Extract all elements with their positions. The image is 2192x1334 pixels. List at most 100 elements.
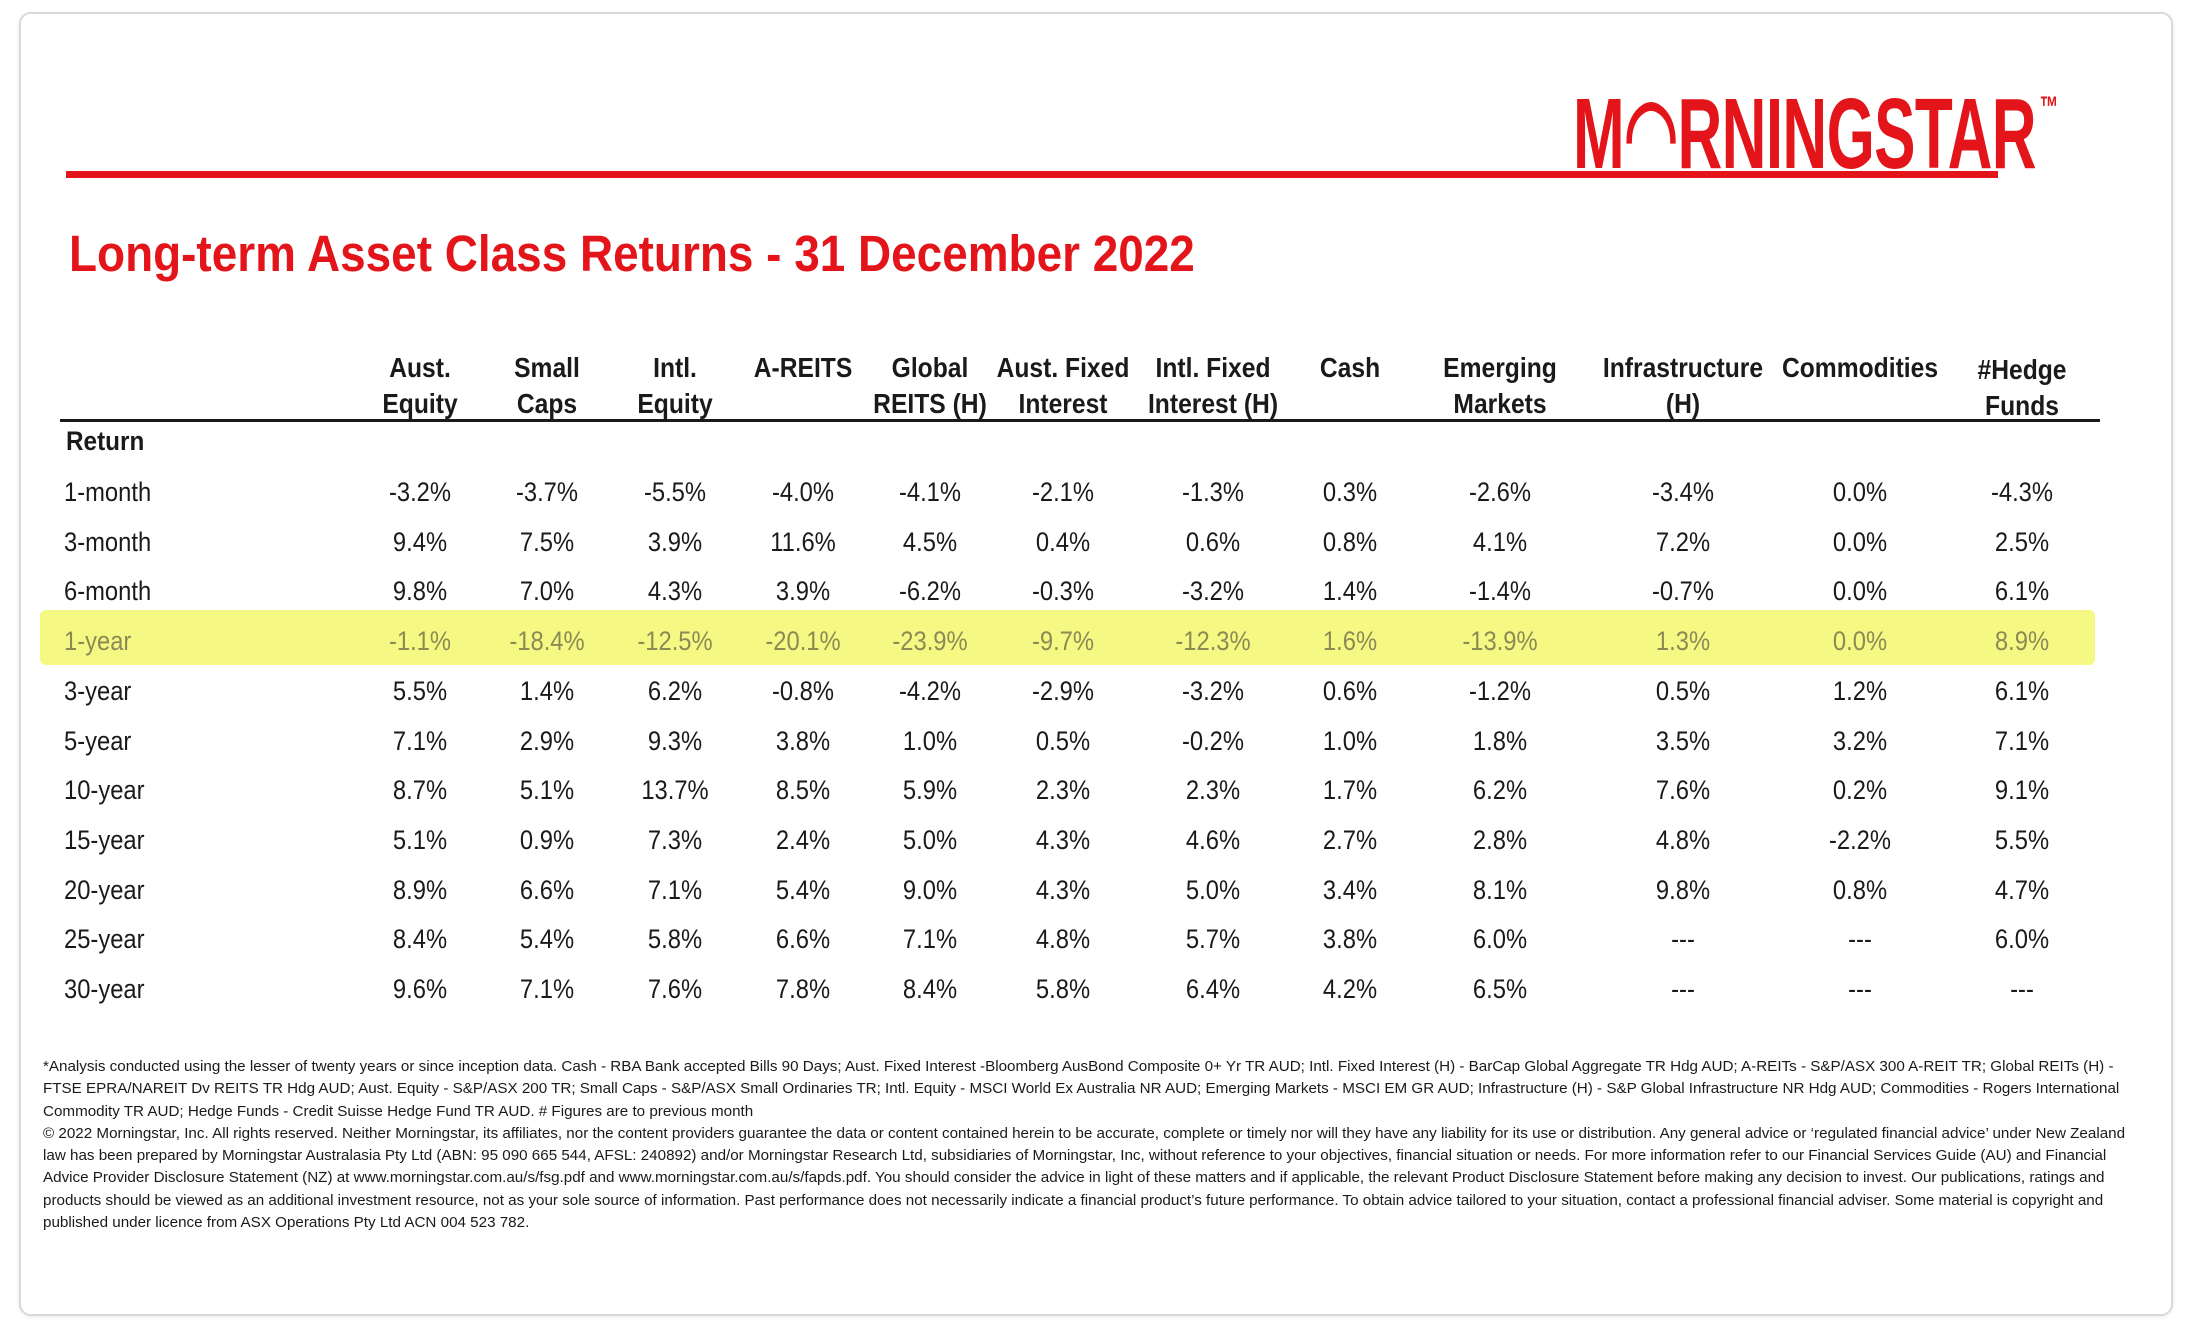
column-header: Intl. Equity — [578, 350, 772, 419]
column-header-line: Cash — [1319, 352, 1381, 383]
table-cell: 8.9% — [1994, 626, 2050, 657]
column-header: A-REITS — [706, 350, 900, 386]
table-cell: 9.8% — [1655, 874, 1711, 905]
table-cell: 1.6% — [1322, 626, 1378, 657]
table-cell: -6.2% — [898, 576, 962, 607]
column-header-line: Caps — [516, 388, 578, 419]
table-cell: -5.5% — [643, 477, 707, 507]
table-cell: -3.2% — [388, 477, 452, 507]
table-cell: -12.5% — [637, 626, 713, 657]
table-cell: 5.1% — [392, 824, 448, 855]
table-cell: -3.7% — [515, 477, 579, 507]
table-cell: 7.0% — [519, 576, 575, 607]
column-header: Small Caps — [450, 350, 644, 419]
table-cell: 0.5% — [1655, 675, 1711, 706]
table-cell: 2.3% — [1185, 775, 1241, 806]
table-cell: 3.4% — [1322, 874, 1378, 905]
table-cell: --- — [1848, 924, 1872, 955]
table-cell: 5.0% — [1185, 874, 1241, 905]
row-highlight — [40, 610, 2095, 665]
row-label: 15-year — [64, 824, 145, 855]
table-cell: 1.2% — [1832, 675, 1888, 706]
table-cell: -0.3% — [1031, 576, 1095, 607]
table-cell: 6.0% — [1994, 924, 2050, 955]
table-cell: 3.5% — [1655, 725, 1711, 756]
table-cell: 6.1% — [1994, 576, 2050, 607]
column-header: Aust. Equity — [323, 350, 517, 419]
table-cell: 7.2% — [1655, 526, 1711, 557]
table-cell: 7.5% — [519, 526, 575, 557]
table-cell: -1.4% — [1468, 576, 1532, 607]
table-cell: 1.4% — [519, 675, 575, 706]
table-cell: 0.8% — [1322, 526, 1378, 557]
column-header-line: Equity — [382, 388, 458, 419]
column-header: Aust. Fixed Interest — [966, 350, 1160, 419]
table-cell: 6.6% — [775, 924, 831, 955]
table-cell: 4.8% — [1035, 924, 1091, 955]
row-label: 5-year — [64, 725, 132, 756]
column-header-line: (H) — [1665, 388, 1701, 419]
table-row: 30-year 9.6% 7.1% 7.6% 7.8% 8.4% 5.8% 6.4% 4.2% 6… — [0, 964, 2192, 1014]
table-row: 20-year 8.9% 6.6% 7.1% 5.4% 9.0% 4.3% 5.0% 3.4% 8… — [0, 865, 2192, 915]
table-cell: 8.4% — [902, 974, 958, 1004]
table-cell: 0.5% — [1035, 725, 1091, 756]
column-header: Emerging Markets — [1403, 350, 1597, 419]
table-cell: -9.7% — [1031, 626, 1095, 657]
table-cell: 2.8% — [1472, 824, 1528, 855]
table-cell: -1.1% — [388, 626, 452, 657]
row-label: 10-year — [64, 775, 145, 806]
table-cell: 0.0% — [1832, 576, 1888, 607]
logo-wordmark: M◠RNINGSTAR — [1573, 78, 2036, 190]
table-cell: 5.8% — [647, 924, 703, 955]
column-header-line: Equity — [637, 388, 713, 419]
table-row: 5-year 7.1% 2.9% 9.3% 3.8% 1.0% 0.5% -0.2% 1.0% 1… — [0, 716, 2192, 766]
table-cell: 3.9% — [775, 576, 831, 607]
table-cell: 1.8% — [1472, 725, 1528, 756]
table-row: 6-month 9.8% 7.0% 4.3% 3.9% -6.2% -0.3% -3.2% 1.… — [0, 566, 2192, 616]
table-cell: 2.7% — [1322, 824, 1378, 855]
table-header-rule — [60, 419, 2100, 422]
table-cell: --- — [1848, 974, 1872, 1004]
table-cell: 8.4% — [392, 924, 448, 955]
table-row: 3-year 5.5% 1.4% 6.2% -0.8% -4.2% -2.9% -3.2% 0.… — [0, 666, 2192, 716]
column-header: Commodities — [1763, 350, 1957, 386]
table-cell: 7.1% — [392, 725, 448, 756]
table-cell: 8.9% — [392, 874, 448, 905]
table-cell: --- — [2010, 974, 2034, 1004]
table-cell: 0.0% — [1832, 626, 1888, 657]
table-row: 1-year -1.1% -18.4% -12.5% -20.1% -23.9% -9.7%… — [0, 616, 2192, 666]
footnote-sources: *Analysis conducted using the lesser of … — [43, 1058, 2120, 1120]
table-cell: 1.0% — [902, 725, 958, 756]
table-cell: -4.1% — [898, 477, 962, 507]
row-label: 1-year — [64, 626, 132, 657]
table-cell: 11.6% — [770, 526, 836, 557]
table-cell: 5.7% — [1185, 924, 1241, 955]
table-cell: 13.7% — [641, 775, 709, 806]
table-cell: 4.6% — [1185, 824, 1241, 855]
table-cell: -3.2% — [1181, 576, 1245, 607]
table-cell: -1.3% — [1181, 477, 1245, 507]
table-cell: 3.8% — [775, 725, 831, 756]
column-header-line: A-REITS — [753, 352, 853, 383]
table-cell: -2.6% — [1468, 477, 1532, 507]
column-header-line: Funds — [1985, 390, 2059, 419]
table-cell: 3.9% — [647, 526, 703, 557]
table-cell: 8.7% — [392, 775, 448, 806]
table-cell: 1.0% — [1322, 725, 1378, 756]
table-cell: 9.4% — [392, 526, 448, 557]
table-row: 15-year 5.1% 0.9% 7.3% 2.4% 5.0% 4.3% 4.6% 2.7% 2… — [0, 815, 2192, 865]
table-cell: 1.7% — [1322, 775, 1378, 806]
column-headers: Aust. Equity Small Caps Intl. Equity A-REITS Gl… — [0, 0, 2192, 419]
table-cell: -13.9% — [1462, 626, 1538, 657]
column-header: Cash — [1253, 350, 1447, 386]
table-cell: 6.0% — [1472, 924, 1528, 955]
table-cell: -2.2% — [1828, 824, 1892, 855]
table-cell: 0.9% — [519, 824, 575, 855]
table-cell: 2.4% — [775, 824, 831, 855]
table-cell: 9.8% — [392, 576, 448, 607]
table-cell: 7.6% — [1655, 775, 1711, 806]
table-row: 3-month 9.4% 7.5% 3.9% 11.6% 4.5% 0.4% 0.6% 0.8%… — [0, 517, 2192, 567]
table-cell: 7.1% — [902, 924, 958, 955]
table-cell: 4.3% — [647, 576, 703, 607]
table-cell: -4.2% — [898, 675, 962, 706]
